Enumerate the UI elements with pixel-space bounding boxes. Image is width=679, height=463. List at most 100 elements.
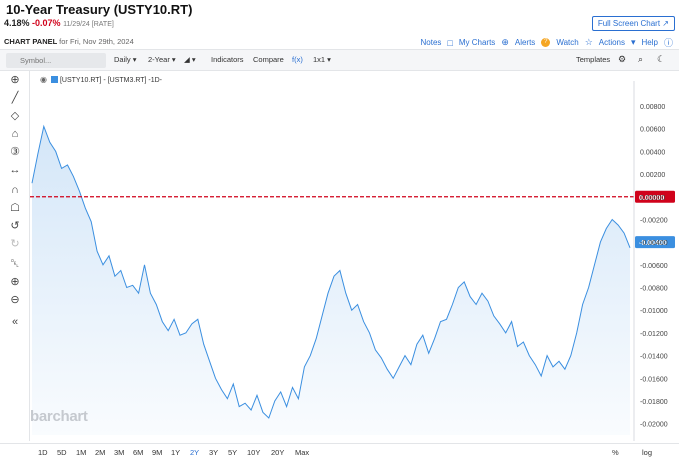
alerts-badge: ? [541, 38, 551, 47]
gear-icon[interactable]: ⚙ [618, 54, 627, 64]
chart-panel-label: CHART PANEL for Fri, Nov 29th, 2024 [4, 37, 134, 46]
redo-icon[interactable]: ↻ [10, 238, 20, 250]
percent-toggle[interactable]: % [612, 448, 619, 457]
fibonacci-icon[interactable]: ③ [10, 146, 20, 158]
watch-link[interactable]: Watch [556, 38, 579, 47]
range-button-3y[interactable]: 3Y [209, 448, 219, 457]
compare-button[interactable]: Compare [253, 55, 284, 64]
last-value: 4.18% [4, 18, 30, 28]
legend-text: [USTY10.RT] - [USTM3.RT] -1D- [59, 77, 163, 84]
undo-icon[interactable]: ↺ [10, 220, 20, 232]
range-button-1d[interactable]: 1D [38, 448, 48, 457]
range-button-2y[interactable]: 2Y [190, 448, 200, 457]
y-tick-label: -0.00600 [640, 263, 668, 270]
plus-circle-icon[interactable]: ⊕ [501, 37, 509, 47]
full-screen-label: Full Screen Chart [597, 19, 661, 28]
range-bar: % log 1D 5D 1M 2M 3M 6M 9M 1Y 2Y 3Y 5Y 10Y 20Y Max [0, 443, 679, 463]
range-button-1y[interactable]: 1Y [171, 448, 181, 457]
date-tag: 11/29/24 [RATE] [63, 21, 114, 28]
header-links: Notes □ My Charts ⊕ Alerts ? Watch ☆ Act… [421, 36, 673, 49]
panel-label: CHART PANEL [4, 37, 58, 46]
range-select[interactable]: 2-Year ▾ [148, 55, 176, 64]
range-label: 2-Year [148, 55, 170, 64]
y-tick-label: -0.01200 [640, 331, 668, 338]
series-area [32, 126, 630, 436]
range-button-3m[interactable]: 3M [114, 448, 125, 457]
series-color-swatch [50, 76, 58, 83]
panel-date: for Fri, Nov 29th, 2024 [59, 37, 134, 46]
magnet-icon[interactable]: ∩ [11, 184, 19, 196]
last-value-tag-bg [635, 236, 675, 249]
search-chart-icon[interactable]: ⌕ [638, 54, 644, 64]
y-axis: 0.00800 0.00600 0.00400 0.00200 0.00000 -0.00… [633, 81, 668, 441]
collapse-icon[interactable]: « [11, 316, 19, 328]
y-tick-label: -0.00800 [640, 286, 668, 293]
range-button-6m[interactable]: 6M [133, 448, 144, 457]
indicators-button[interactable]: Indicators [211, 55, 244, 64]
y-tick-label: -0.01000 [640, 308, 668, 315]
last-value-tag: -0.00400 [639, 240, 667, 247]
layout-label: 1x1 [313, 55, 326, 64]
eye-icon[interactable]: ◉ [40, 75, 47, 84]
chart-toolbar: ⌕ Daily ▾ 2-Year ▾ ◢ ▾ Indicators Compar… [0, 49, 679, 71]
star-icon[interactable]: ☆ [584, 37, 593, 47]
y-tick-label: 0.00400 [640, 149, 665, 156]
zero-value-tag-bg [635, 190, 675, 203]
measure-icon[interactable]: ↔ [9, 164, 21, 176]
lock-icon[interactable]: ☖ [10, 202, 20, 214]
crosshair-icon[interactable]: ⊕ [10, 74, 20, 86]
expand-icon: ↗ [662, 19, 669, 28]
layout-select[interactable]: 1x1 ▾ [313, 55, 331, 64]
header: 10-Year Treasury (USTY10.RT) 4.18% -0.07… [0, 0, 679, 50]
help-icon[interactable]: ⓘ [663, 38, 673, 48]
barchart-logo: barchart [30, 408, 88, 425]
range-button-5d[interactable]: 5D [57, 448, 67, 457]
y-tick-label: -0.02000 [640, 422, 668, 429]
interval-select[interactable]: Daily ▾ [114, 55, 137, 64]
annotation-icon[interactable]: ⌂ [11, 128, 19, 140]
y-tick-label: -0.01600 [640, 376, 668, 383]
chart-area[interactable]: 0.00000-0.00400 0.008000.006000.004000.0… [30, 71, 679, 463]
zero-value-tag: 0.00000 [639, 195, 664, 202]
full-screen-chart-button[interactable]: Full Screen Chart ↗ [591, 16, 675, 31]
y-tick-label: 0.00800 [640, 104, 665, 111]
page-title: 10-Year Treasury (USTY10.RT) [6, 2, 193, 17]
range-button-1m[interactable]: 1M [76, 448, 87, 457]
range-button-9m[interactable]: 9M [152, 448, 163, 457]
dark-mode-icon[interactable]: ☾ [657, 54, 666, 64]
range-button-20y[interactable]: 20Y [271, 448, 285, 457]
drawing-tools-sidebar: ⊕ ╱ ◇ ⌂ ③ ↔ ∩ ☖ ↺ ↻ ␡ ⊕ ⊖ « [0, 71, 30, 441]
chat-icon[interactable]: □ [447, 37, 453, 48]
range-button-2m[interactable]: 2M [95, 448, 106, 457]
symbol-search-input[interactable] [6, 53, 106, 68]
range-button-5y[interactable]: 5Y [228, 448, 238, 457]
y-tick-label: -0.00400 [640, 240, 668, 247]
series-legend[interactable]: ◉ [USTY10.RT] - [USTM3.RT] -1D- [40, 75, 162, 84]
y-tick-label: 0.00200 [640, 172, 665, 179]
log-toggle[interactable]: log [642, 448, 653, 457]
chart-type-select[interactable]: ◢ ▾ [184, 55, 196, 64]
y-tick-label: 0.00600 [640, 127, 665, 134]
change-value: -0.07% [32, 18, 61, 28]
alerts-link[interactable]: Alerts [514, 38, 536, 47]
range-button-max[interactable]: Max [295, 448, 310, 457]
interval-label: Daily [114, 55, 131, 64]
notes-link[interactable]: Notes [420, 38, 442, 47]
fx-button[interactable]: f(x) [292, 55, 303, 64]
range-button-10y[interactable]: 10Y [247, 448, 261, 457]
zero-reference-line: 0.00000 -0.00400 [30, 190, 675, 249]
y-tick-label: -0.01800 [640, 399, 668, 406]
help-link[interactable]: Help [641, 38, 658, 47]
y-tick-label: -0.00200 [640, 217, 668, 224]
trendline-icon[interactable]: ╱ [11, 92, 19, 104]
actions-menu[interactable]: Actions [598, 38, 625, 47]
y-tick-label: -0.01400 [640, 354, 668, 361]
trash-icon[interactable]: ␡ [10, 258, 20, 270]
zoom-out-icon[interactable]: ⊖ [10, 294, 20, 306]
quote-line: 4.18% -0.07% 11/29/24 [RATE] [4, 18, 114, 28]
chevron-down-icon: ▾ [631, 37, 636, 47]
my-charts-link[interactable]: My Charts [458, 38, 496, 47]
templates-button[interactable]: Templates [576, 55, 611, 64]
shapes-icon[interactable]: ◇ [10, 110, 20, 122]
zoom-in-icon[interactable]: ⊕ [10, 276, 20, 288]
